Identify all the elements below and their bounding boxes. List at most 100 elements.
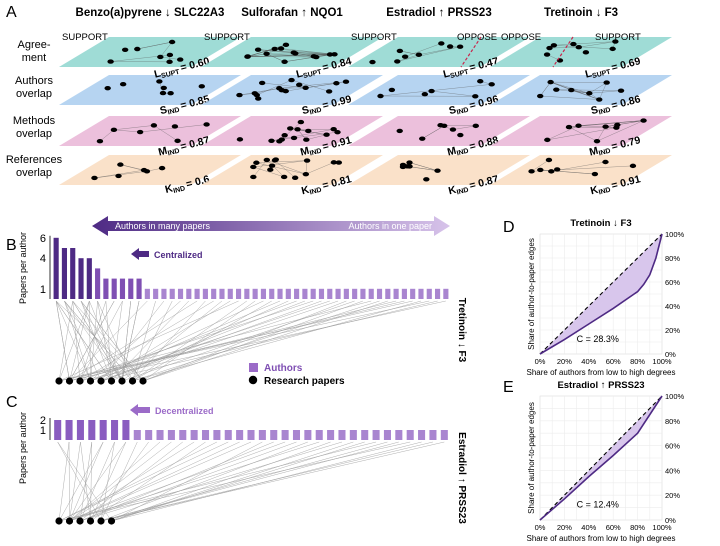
network-node [158, 165, 166, 171]
metric-references-1: KIND= 0.6 [164, 173, 211, 197]
network-node [104, 85, 111, 91]
network-edge [589, 90, 622, 94]
network-node [456, 44, 464, 49]
author-bar [294, 288, 300, 299]
network-edge [531, 159, 550, 172]
author-bar [190, 430, 198, 440]
panel-c-links [57, 441, 445, 522]
network-node [428, 88, 435, 94]
network-node [457, 132, 464, 138]
author-bar [368, 288, 374, 299]
lorenz-curve [539, 233, 663, 355]
network-edge [596, 120, 644, 142]
author-paper-link [111, 441, 365, 522]
author-paper-link [58, 300, 372, 382]
author-bar [54, 420, 62, 440]
metric-symbol: S [301, 104, 311, 117]
network-node [282, 42, 290, 48]
network-node [477, 79, 484, 84]
column-title-2: Sulforafan ↑ NQO1 [241, 7, 343, 19]
author-bar [327, 288, 333, 299]
author-bar [418, 288, 424, 299]
network-edge [553, 45, 613, 50]
author-bar [111, 278, 117, 299]
paper-node [76, 377, 84, 385]
network-node [107, 59, 114, 64]
network-node [96, 138, 104, 144]
centralized-arrow-icon [131, 248, 149, 260]
author-bar [343, 288, 349, 299]
author-paper-link [69, 300, 148, 382]
y-tick-label: 60% [665, 442, 680, 451]
network-node [421, 92, 429, 97]
network-node [334, 129, 341, 135]
network-edge [153, 125, 178, 142]
network-node [582, 50, 590, 55]
network-edge [431, 90, 476, 97]
author-paper-link [142, 300, 388, 382]
network-node [543, 52, 551, 57]
network-node [553, 87, 560, 92]
network-edge [266, 53, 285, 62]
panel-c-papers [55, 517, 116, 525]
metric-subscript: IND [173, 185, 186, 195]
network-edge [589, 82, 607, 94]
y-tick-label: 40% [665, 302, 680, 311]
author-bar [406, 430, 414, 440]
network-node [565, 124, 573, 130]
network-edge [160, 41, 173, 58]
network-node [136, 129, 144, 135]
network-edge [418, 46, 461, 55]
network-node [303, 158, 311, 163]
column-title-4: Tretinoin ↓ F3 [544, 7, 618, 19]
network-edge [550, 81, 590, 94]
author-paper-link [79, 300, 214, 382]
author-bar [383, 430, 391, 440]
network-edge [258, 49, 296, 54]
paper-node [128, 377, 137, 385]
panel-letter-d: D [503, 219, 515, 236]
author-bar [86, 258, 92, 299]
panel-b-links [55, 300, 446, 382]
x-tick-label: 60% [606, 357, 621, 366]
network-node [369, 59, 376, 65]
network-node [547, 79, 554, 85]
author-bar [211, 288, 217, 299]
author-paper-link [111, 300, 123, 382]
network-node [271, 46, 278, 52]
network-node [287, 126, 294, 131]
y-tick-label: 2 [40, 415, 46, 427]
author-paper-link [72, 300, 123, 382]
author-bar [310, 288, 316, 299]
network-edge [556, 89, 622, 91]
network-node [342, 79, 350, 84]
author-paper-link [100, 441, 308, 522]
layer-plane-references [490, 155, 672, 185]
author-bar [76, 420, 84, 440]
author-paper-link [69, 441, 172, 522]
network-node [277, 46, 285, 51]
network-edge [253, 166, 285, 178]
x-tick-label: 20% [557, 523, 572, 532]
lorenz-curve [539, 395, 663, 521]
legend-papers-label: Research papers [264, 376, 345, 387]
x-tick-label: 0% [535, 357, 546, 366]
metric-symbol: K [300, 184, 311, 198]
concentration-annotation: C = 28.3% [577, 334, 619, 344]
metric-subscript: IND [167, 107, 180, 117]
network-edge [422, 125, 445, 139]
layer-label-authors-1: Authors [15, 75, 53, 87]
network-node [544, 137, 551, 143]
network-edge [113, 129, 141, 133]
arrow-right-label: Authors in one paper [348, 221, 432, 231]
network-node [91, 175, 98, 181]
panel-c-side-label: Estradiol ↑ PRSS23 [456, 432, 467, 524]
author-bar [410, 288, 416, 299]
network-node [553, 167, 561, 172]
degree-arrow: Authors in many papers Authors in one pa… [92, 216, 450, 236]
author-bar [244, 288, 250, 299]
author-paper-link [132, 300, 247, 382]
network-edge [256, 79, 292, 96]
